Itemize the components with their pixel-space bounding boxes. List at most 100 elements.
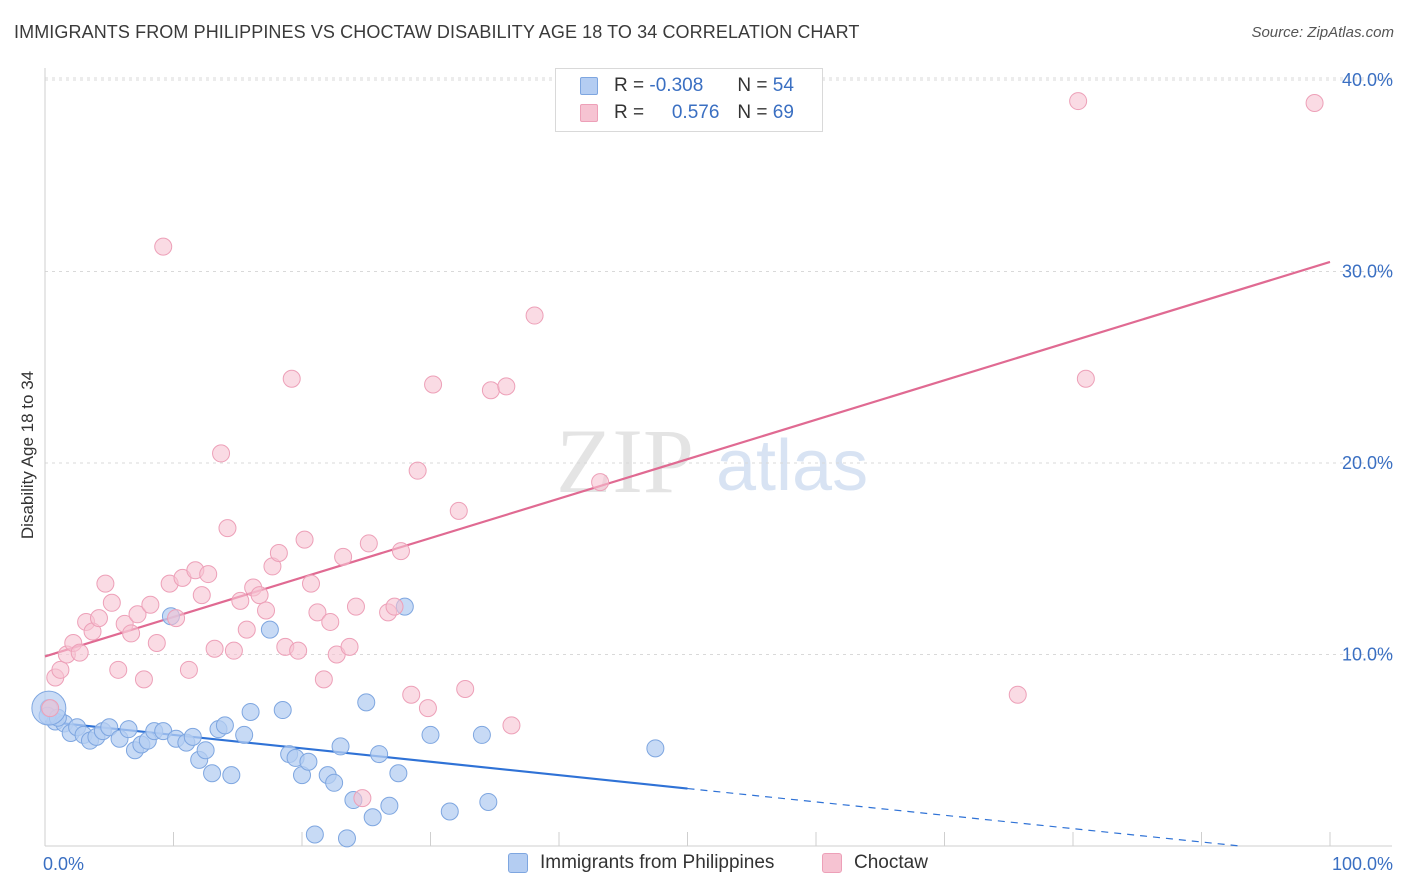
- data-point-choctaw: [109, 660, 128, 679]
- data-point-choctaw: [179, 660, 198, 679]
- data-point-choctaw: [231, 591, 250, 610]
- legend-n-label: N =: [737, 102, 768, 123]
- data-point-choctaw: [154, 237, 173, 256]
- watermark-atlas: atlas: [716, 426, 868, 506]
- x-tick-label-min: 0.0%: [43, 854, 84, 874]
- data-point-philippines: [273, 701, 292, 720]
- data-point-choctaw: [134, 670, 153, 689]
- data-point-philippines: [100, 718, 119, 737]
- legend-label-philippines: Immigrants from Philippines: [540, 852, 775, 873]
- data-point-choctaw: [102, 593, 121, 612]
- y-tick-label: 10.0%: [1342, 645, 1393, 665]
- data-point-choctaw: [199, 565, 218, 584]
- data-point-choctaw: [321, 612, 340, 631]
- data-point-choctaw: [295, 530, 314, 549]
- data-point-choctaw: [502, 716, 521, 735]
- x-tick-label-max: 100.0%: [1332, 854, 1393, 874]
- data-point-choctaw: [359, 534, 378, 553]
- data-point-choctaw: [1076, 369, 1095, 388]
- data-point-choctaw: [147, 634, 166, 653]
- data-point-choctaw: [250, 586, 269, 605]
- trend-lines: [44, 260, 1331, 847]
- data-point-choctaw: [340, 637, 359, 656]
- data-point-choctaw: [334, 547, 353, 566]
- series-choctaw-points: [41, 92, 1324, 808]
- data-point-choctaw: [51, 660, 70, 679]
- source-credit: Source: ZipAtlas.com: [1251, 24, 1394, 41]
- correlation-legend: R = -0.308 N = 54 R = 0.576 N = 69: [555, 68, 823, 132]
- legend-item-philippines[interactable]: Immigrants from Philippines: [508, 852, 774, 874]
- data-point-choctaw: [391, 542, 410, 561]
- data-point-choctaw: [41, 699, 60, 718]
- legend-r-value: -0.308: [649, 75, 704, 96]
- y-tick-label: 20.0%: [1342, 453, 1393, 473]
- legend-swatch-philippines: [580, 77, 598, 95]
- legend-r-value: 0.576: [671, 102, 720, 123]
- data-point-choctaw: [205, 639, 224, 658]
- data-point-philippines: [196, 741, 215, 760]
- legend-n-value: 54: [772, 75, 794, 96]
- data-point-choctaw: [257, 601, 276, 620]
- data-point-philippines: [305, 825, 324, 844]
- series-legend: Immigrants from Philippines Choctaw: [0, 852, 1406, 878]
- zipatlas-watermark: ZIP atlas: [556, 410, 868, 512]
- data-point-choctaw: [456, 679, 475, 698]
- data-point-choctaw: [1069, 92, 1088, 111]
- data-point-choctaw: [289, 641, 308, 660]
- data-point-choctaw: [314, 670, 333, 689]
- legend-n-label: N =: [737, 75, 768, 96]
- grid-lines: [45, 77, 1392, 655]
- data-point-choctaw: [591, 473, 610, 492]
- data-point-philippines: [260, 620, 279, 639]
- data-point-choctaw: [167, 609, 186, 628]
- data-point-choctaw: [192, 586, 211, 605]
- data-point-choctaw: [224, 641, 243, 660]
- data-point-philippines: [337, 829, 356, 848]
- chart-title: IMMIGRANTS FROM PHILIPPINES VS CHOCTAW D…: [14, 22, 860, 42]
- data-point-choctaw: [89, 609, 108, 628]
- data-point-choctaw: [218, 519, 237, 538]
- data-point-philippines: [363, 808, 382, 827]
- data-point-philippines: [235, 725, 254, 744]
- data-point-philippines: [241, 702, 260, 721]
- data-point-choctaw: [497, 377, 516, 396]
- legend-swatch-choctaw: [822, 853, 842, 873]
- data-point-choctaw: [122, 624, 141, 643]
- data-point-philippines: [119, 720, 138, 739]
- y-tick-label: 30.0%: [1342, 262, 1393, 282]
- data-point-choctaw: [1008, 685, 1027, 704]
- data-point-choctaw: [70, 643, 89, 662]
- trendline-philippines-extrapolated: [687, 787, 1241, 847]
- data-point-choctaw: [408, 461, 427, 480]
- data-point-choctaw: [96, 574, 115, 593]
- data-point-choctaw: [1305, 93, 1324, 112]
- data-point-choctaw: [282, 369, 301, 388]
- data-point-choctaw: [301, 574, 320, 593]
- data-point-choctaw: [128, 605, 147, 624]
- legend-row-philippines: R = -0.308 N = 54: [580, 74, 794, 98]
- legend-swatch-philippines: [508, 853, 528, 873]
- data-point-choctaw: [353, 789, 372, 808]
- tick-labels: 10.0% 20.0% 30.0% 40.0% 0.0% 100.0%: [43, 70, 1393, 874]
- legend-swatch-choctaw: [580, 104, 598, 122]
- data-point-choctaw: [402, 685, 421, 704]
- data-point-choctaw: [418, 699, 437, 718]
- data-point-philippines: [646, 739, 665, 758]
- data-point-philippines: [299, 752, 318, 771]
- data-point-choctaw: [424, 375, 443, 394]
- data-point-philippines: [183, 727, 202, 746]
- data-point-choctaw: [141, 595, 160, 614]
- data-point-choctaw: [525, 306, 544, 325]
- data-point-choctaw: [308, 603, 327, 622]
- data-point-philippines: [203, 764, 222, 783]
- data-point-philippines: [380, 796, 399, 815]
- legend-item-choctaw[interactable]: Choctaw: [822, 852, 928, 874]
- legend-r-label: R =: [614, 75, 645, 96]
- data-point-choctaw: [212, 444, 231, 463]
- data-point-choctaw: [449, 501, 468, 520]
- data-point-philippines: [215, 716, 234, 735]
- data-point-choctaw: [481, 381, 500, 400]
- data-point-philippines: [222, 766, 241, 785]
- legend-label-choctaw: Choctaw: [854, 852, 928, 873]
